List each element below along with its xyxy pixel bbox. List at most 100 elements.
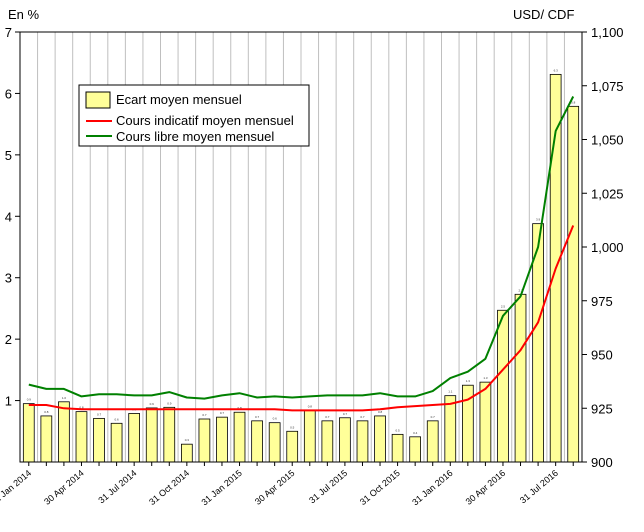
- bar: [216, 416, 228, 463]
- x-tick-label: 31 Oct 2014: [147, 468, 191, 507]
- x-tick-label: 30 Apr 2016: [464, 468, 508, 507]
- bar: [163, 406, 176, 463]
- bar-data-label: 0.8: [79, 406, 84, 410]
- bar: [128, 413, 141, 463]
- right-tick-label: 1,100: [591, 25, 624, 40]
- left-tick-label: 6: [5, 86, 12, 101]
- bar-data-label: 3.9: [536, 218, 541, 222]
- bar-data-label: 0.7: [202, 413, 207, 417]
- bar: [339, 417, 351, 463]
- x-tick-label: 31 Oct 2015: [358, 468, 402, 507]
- right-tick-label: 900: [591, 455, 613, 470]
- bar-data-label: 0.8: [44, 410, 49, 414]
- bar-data-label: 0.4: [413, 431, 418, 435]
- x-tick-label: 31 Jan 2016: [410, 468, 454, 508]
- bar-data-label: 6.3: [554, 68, 559, 72]
- left-axis: 1 2 3 4 5 6 7: [5, 25, 20, 409]
- right-tick-label: 1,000: [591, 240, 624, 255]
- left-tick-label: 3: [5, 271, 12, 286]
- bar-data-label: 1.3: [466, 379, 471, 383]
- x-tick-label: 31 Jul 2016: [518, 468, 560, 506]
- bar: [251, 420, 263, 463]
- x-tick-label: 30 Apr 2015: [253, 468, 297, 507]
- bar: [40, 415, 53, 463]
- right-tick-label: 925: [591, 401, 613, 416]
- legend: Ecart moyen mensuel Cours indicatif moye…: [78, 84, 310, 147]
- line-series: [28, 96, 575, 412]
- bar: [180, 443, 193, 463]
- bar: [567, 105, 580, 463]
- bar-data-label: 0.7: [97, 412, 102, 416]
- bar-data-label: 1.1: [448, 390, 453, 394]
- x-tick-label: 31 Jul 2014: [96, 468, 138, 506]
- bar-data-label: 0.7: [220, 411, 225, 415]
- bar: [497, 309, 509, 463]
- bar: [268, 422, 281, 463]
- bar: [514, 293, 527, 463]
- bar-data-label: 0.3: [185, 438, 190, 442]
- right-tick-label: 1,025: [591, 186, 624, 201]
- x-tick-label: 30 Apr 2014: [42, 468, 86, 507]
- bar: [145, 407, 158, 463]
- bar: [22, 403, 35, 463]
- right-tick-label: 1,050: [591, 133, 624, 148]
- right-tick-label: 950: [591, 348, 613, 363]
- bar-data-label: 0.5: [396, 428, 401, 432]
- bar-data-label: 0.8: [308, 404, 313, 408]
- bar-data-label: 0.5: [290, 425, 295, 429]
- left-tick-label: 7: [5, 25, 12, 40]
- legend-swatch-bar: [85, 91, 111, 109]
- bar-data-label: 2.7: [518, 288, 523, 292]
- x-axis: 31 Jan 2014 30 Apr 2014 31 Jul 2014 31 Oct …: [0, 462, 574, 508]
- bar: [198, 418, 211, 463]
- bar-data-label: 0.7: [255, 415, 260, 419]
- legend-box: [78, 84, 310, 147]
- bar-data-label: 0.9: [27, 398, 32, 402]
- bar: [391, 433, 404, 463]
- bar-data-label: 1.3: [483, 376, 488, 380]
- bar: [444, 395, 457, 463]
- x-tick-label: 31 Jul 2015: [307, 468, 349, 506]
- legend-label-indicatif: Cours indicatif moyen mensuel: [116, 113, 294, 128]
- bar: [409, 436, 422, 463]
- bar: [303, 409, 316, 463]
- right-axis-title: USD/ CDF: [513, 7, 574, 22]
- bar-data-labels: 0.9 0.8 1.0 0.8 0.7 0.6 0.8 0.9 0.9 0.3 0.7 0.7 0.8 0…: [27, 68, 576, 442]
- bar: [374, 415, 386, 463]
- bar: [356, 420, 369, 463]
- bar-data-label: 0.7: [431, 415, 436, 419]
- x-tick-label: 31 Jan 2014: [0, 468, 33, 508]
- right-tick-label: 975: [591, 294, 613, 309]
- left-tick-label: 2: [5, 332, 12, 347]
- line-cours-indicatif: [28, 225, 575, 412]
- bar-data-label: 0.6: [273, 417, 278, 421]
- bar: [426, 420, 439, 463]
- bar-data-label: 2.5: [501, 304, 506, 308]
- left-tick-label: 4: [5, 209, 12, 224]
- bar: [479, 381, 492, 463]
- bar-data-label: 0.7: [360, 415, 365, 419]
- left-tick-label: 5: [5, 148, 12, 163]
- bar-data-label: 0.8: [237, 406, 242, 410]
- bar: [286, 430, 299, 463]
- right-tick-label: 1,075: [591, 79, 624, 94]
- bar-data-label: 0.9: [167, 401, 172, 405]
- x-tick-label: 31 Jan 2015: [199, 468, 243, 508]
- bar: [110, 422, 123, 463]
- bar-data-label: 0.6: [115, 417, 120, 421]
- left-axis-title: En %: [8, 7, 40, 22]
- bar: [321, 420, 334, 463]
- line-cours-libre: [28, 96, 575, 400]
- right-axis: 900 925 950 975 1,000 1,025 1,050 1,075 1,100: [582, 25, 624, 470]
- left-tick-label: 1: [5, 394, 12, 409]
- bar: [233, 411, 246, 463]
- bar-data-label: 0.7: [343, 412, 348, 416]
- legend-label-ecart: Ecart moyen mensuel: [116, 92, 242, 107]
- bar: [75, 411, 88, 463]
- bar-data-label: 0.8: [378, 410, 383, 414]
- legend-label-libre: Cours libre moyen mensuel: [116, 129, 274, 144]
- bar: [93, 417, 105, 463]
- bar-data-label: 5.8: [571, 100, 576, 104]
- bar-data-label: 0.7: [325, 415, 330, 419]
